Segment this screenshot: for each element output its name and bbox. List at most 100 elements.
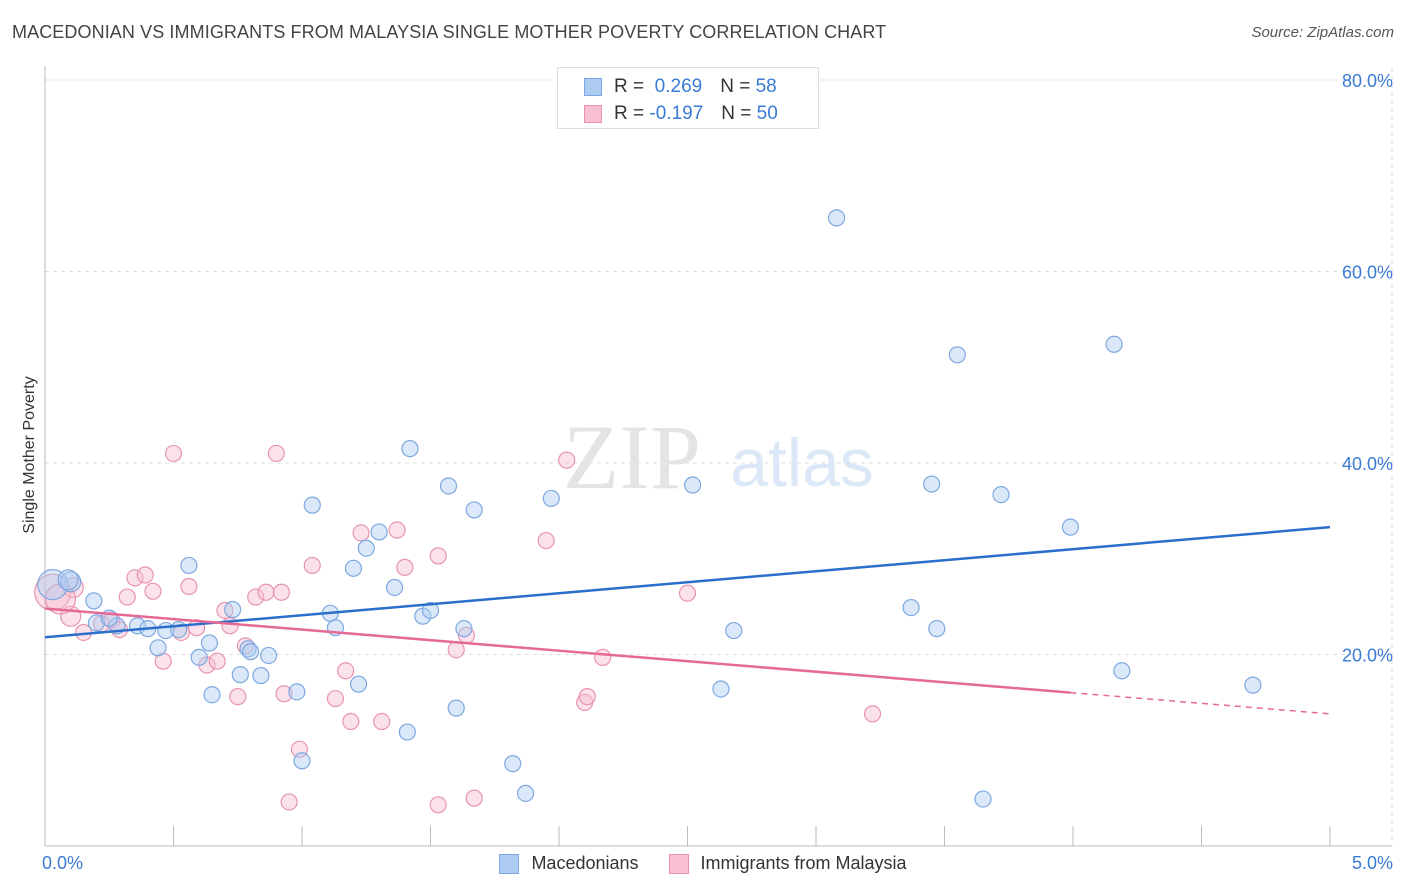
- trend-line-dashed-pink: [1070, 691, 1331, 715]
- tick-labels: 20.0% 40.0% 60.0% 80.0% 0.0% 5.0%: [42, 71, 1393, 873]
- malaysia-point: [118, 588, 136, 606]
- macedonians-point: [357, 539, 375, 557]
- malaysia-point: [558, 451, 576, 469]
- macedonians-point: [349, 675, 368, 693]
- series-malaysia-points: [34, 444, 882, 814]
- macedonians-point: [170, 621, 188, 639]
- macedonians-point: [203, 686, 221, 704]
- malaysia-point: [229, 688, 247, 706]
- macedonians-point: [398, 723, 416, 741]
- macedonians-point: [85, 592, 103, 610]
- malaysia-point: [126, 569, 144, 587]
- macedonians-point: [928, 620, 946, 638]
- n-value: 50: [756, 103, 778, 124]
- r-label: R =: [614, 103, 645, 124]
- legend-swatch-blue: [499, 853, 520, 874]
- macedonians-point: [712, 680, 730, 698]
- malaysia-point: [465, 789, 483, 807]
- source-label: Source: ZipAtlas.com: [1251, 24, 1394, 41]
- n-label: N =: [721, 103, 752, 124]
- macedonians-point: [385, 578, 404, 597]
- malaysia-point: [326, 689, 345, 708]
- legend-label: Macedonians: [531, 853, 639, 873]
- macedonians-point: [37, 569, 69, 601]
- macedonians-point: [421, 601, 440, 620]
- malaysia-point: [447, 641, 465, 659]
- axes: [44, 66, 1392, 847]
- n-label: N =: [720, 76, 751, 97]
- legend-label: Immigrants from Malaysia: [700, 853, 907, 873]
- stats-row-macedonians: R = 0.269 N = 58: [584, 75, 777, 99]
- malaysia-point: [678, 584, 697, 602]
- macedonians-point: [1113, 662, 1131, 680]
- series-macedonians-points: [37, 209, 1262, 808]
- macedonians-point: [242, 643, 260, 661]
- malaysia-point: [303, 556, 321, 575]
- malaysia-point: [180, 577, 198, 596]
- stats-row-malaysia: R = -0.197 N = 50: [584, 102, 778, 126]
- malaysia-point: [342, 712, 360, 731]
- macedonians-point: [504, 755, 522, 773]
- macedonians-point: [293, 752, 311, 770]
- watermark-zip: ZIP: [563, 406, 701, 508]
- malaysia-point: [280, 793, 298, 811]
- legend-item-malaysia[interactable]: Immigrants from Malaysia: [668, 853, 907, 874]
- macedonians-point: [149, 639, 167, 657]
- macedonians-point: [465, 501, 483, 519]
- chart-title: MACEDONIAN VS IMMIGRANTS FROM MALAYSIA S…: [12, 22, 887, 42]
- malaysia-point: [429, 796, 447, 814]
- macedonians-point: [190, 648, 208, 666]
- legend-item-macedonians[interactable]: Macedonians: [499, 853, 639, 874]
- macedonians-point: [231, 666, 249, 684]
- x-tick-label: 0.0%: [42, 853, 83, 873]
- legend-swatch-pink: [668, 853, 689, 874]
- y-tick-label: 60.0%: [1342, 263, 1393, 283]
- y-tick-label: 40.0%: [1342, 454, 1393, 474]
- malaysia-point: [144, 582, 162, 600]
- macedonians-point: [401, 440, 419, 458]
- macedonians-point: [1244, 676, 1262, 694]
- trend-line-pink: [44, 607, 1071, 694]
- malaysia-point: [578, 688, 596, 706]
- swatch-blue: [584, 78, 602, 96]
- malaysia-point: [272, 583, 291, 601]
- macedonians-point: [370, 523, 388, 541]
- macedonians-point: [725, 621, 743, 640]
- macedonians-point: [902, 598, 920, 617]
- malaysia-point: [429, 547, 447, 565]
- swatch-pink: [584, 105, 602, 123]
- macedonians-point: [303, 496, 321, 514]
- malaysia-point: [337, 662, 355, 680]
- macedonians-point: [948, 346, 966, 364]
- macedonians-point: [259, 646, 278, 665]
- malaysia-point: [208, 652, 226, 670]
- stats-legend: R = 0.269 N = 58 R = -0.197 N = 50: [557, 67, 819, 129]
- macedonians-point: [1061, 518, 1080, 536]
- malaysia-point: [257, 583, 275, 601]
- macedonians-point: [684, 476, 702, 494]
- r-label: R =: [614, 76, 645, 97]
- macedonians-point: [447, 699, 465, 717]
- macedonians-point: [180, 556, 198, 575]
- x-tick-label: 5.0%: [1352, 853, 1393, 873]
- macedonians-point: [974, 790, 992, 808]
- macedonians-point: [542, 489, 560, 508]
- macedonians-point: [57, 569, 79, 591]
- malaysia-point: [537, 531, 555, 550]
- macedonians-point: [200, 634, 219, 652]
- macedonians-point: [87, 614, 106, 632]
- macedonians-point: [439, 477, 458, 495]
- grid-lines: [45, 68, 1393, 846]
- n-value: 58: [755, 76, 777, 97]
- malaysia-point: [275, 685, 293, 703]
- macedonians-point: [516, 784, 535, 802]
- macedonians-point: [1105, 335, 1123, 353]
- malaysia-point: [267, 444, 285, 463]
- malaysia-point: [863, 705, 882, 723]
- macedonians-point: [252, 666, 270, 685]
- macedonians-point: [455, 620, 473, 638]
- watermark-atlas: atlas: [730, 425, 874, 501]
- malaysia-point: [164, 444, 183, 463]
- macedonians-point: [224, 600, 242, 619]
